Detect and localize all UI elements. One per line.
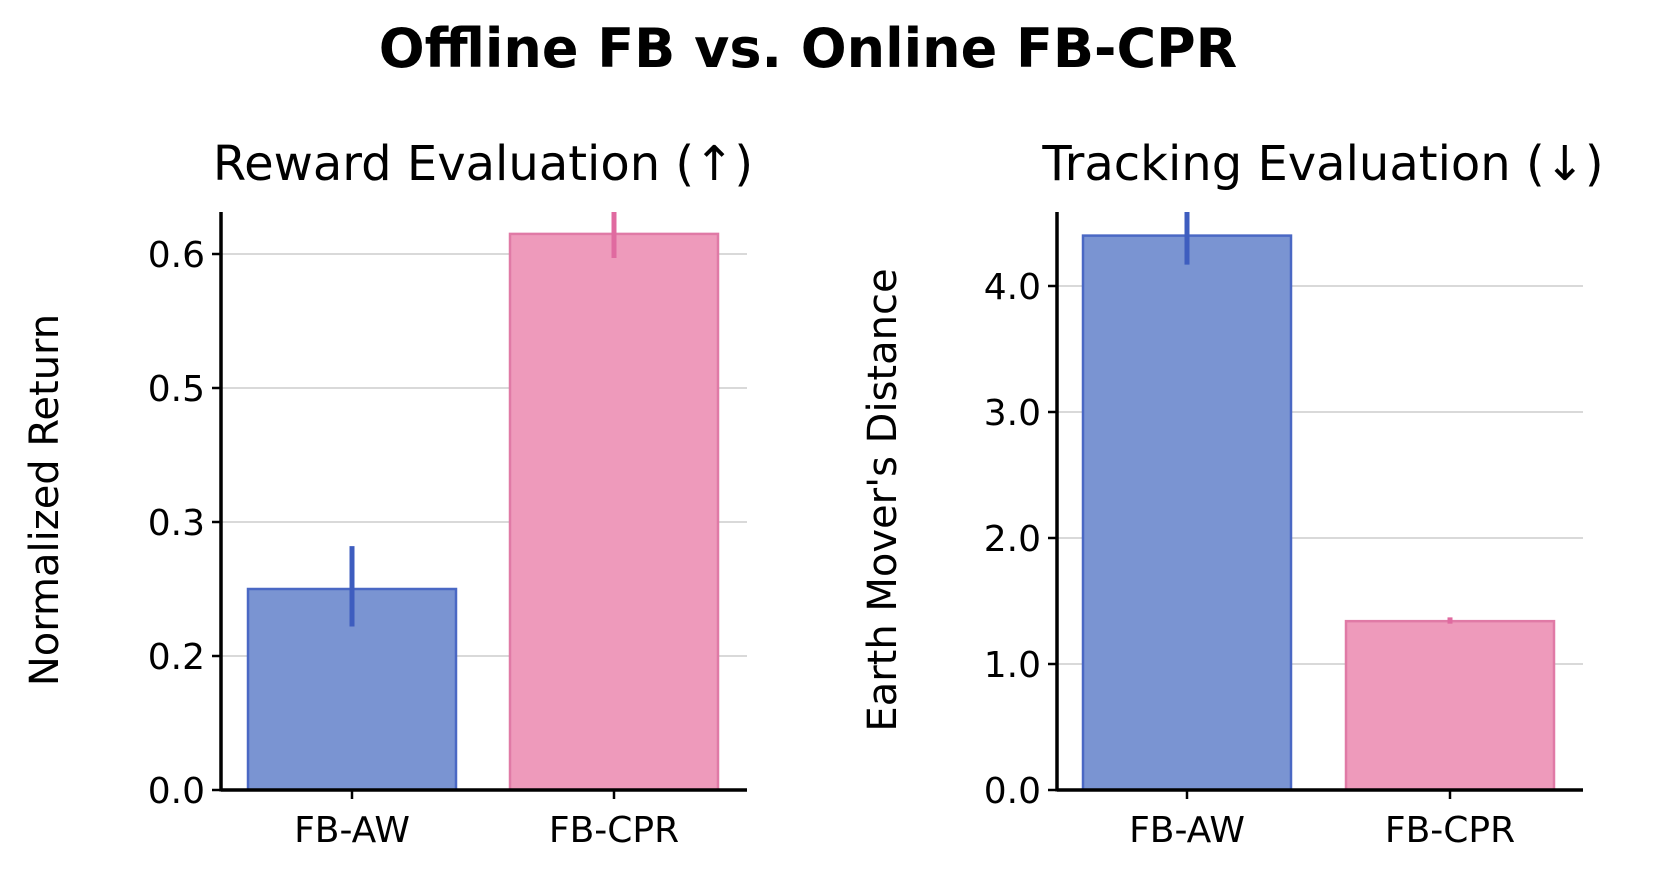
reward-axes bbox=[219, 212, 747, 792]
tracking-x-tick-label-fb-aw: FB-AW bbox=[1129, 810, 1245, 851]
tracking-y-tick-label-2-0: 2.0 bbox=[984, 519, 1041, 560]
reward-bar-fb-cpr bbox=[508, 232, 720, 792]
reward-panel-title: Reward Evaluation (↑) bbox=[213, 136, 753, 192]
tracking-x-tick-label-fb-cpr: FB-CPR bbox=[1385, 810, 1515, 851]
tracking-error-bars bbox=[1184, 212, 1453, 624]
tracking-bar-fb-aw bbox=[1081, 234, 1293, 792]
reward-y-tick-label-0-0: 0.0 bbox=[148, 771, 205, 812]
figure-title: Offline FB vs. Online FB-CPR bbox=[379, 17, 1238, 80]
tracking-y-tick-label-3-0: 3.0 bbox=[984, 393, 1041, 434]
tracking-axes bbox=[1055, 212, 1583, 792]
reward-bars bbox=[246, 232, 720, 792]
tracking-y-tick-label-4-0: 4.0 bbox=[984, 267, 1041, 308]
tracking-y-ticks: 0.0 1.0 2.0 3.0 4.0 bbox=[984, 267, 1057, 812]
reward-y-axis-label: Normalized Return bbox=[22, 314, 68, 686]
reward-error-bars bbox=[349, 212, 617, 627]
tracking-bar-fb-cpr bbox=[1344, 619, 1556, 792]
reward-x-tick-label-fb-aw: FB-AW bbox=[294, 810, 410, 851]
reward-y-tick-label-0-6: 0.6 bbox=[148, 235, 205, 276]
tracking-y-tick-label-1-0: 1.0 bbox=[984, 645, 1041, 686]
tracking-x-ticks: FB-AW FB-CPR bbox=[1129, 790, 1515, 851]
reward-y-tick-label-0-2: 0.2 bbox=[148, 637, 205, 678]
reward-y-ticks: 0.0 0.2 0.3 0.5 0.6 bbox=[148, 235, 221, 812]
reward-y-tick-label-0-3: 0.3 bbox=[148, 503, 205, 544]
tracking-panel-title: Tracking Evaluation (↓) bbox=[1041, 136, 1603, 192]
tracking-y-tick-label-0-0: 0.0 bbox=[984, 771, 1041, 812]
reward-y-tick-label-0-5: 0.5 bbox=[148, 369, 205, 410]
reward-x-tick-label-fb-cpr: FB-CPR bbox=[549, 810, 679, 851]
tracking-evaluation-panel: Tracking Evaluation (↓) Earth Mover's Di… bbox=[860, 136, 1604, 851]
tracking-y-axis-label: Earth Mover's Distance bbox=[860, 268, 906, 731]
reward-evaluation-panel: Reward Evaluation (↑) Normalized Return … bbox=[22, 136, 753, 851]
tracking-bars bbox=[1081, 234, 1556, 792]
reward-x-ticks: FB-AW FB-CPR bbox=[294, 790, 679, 851]
